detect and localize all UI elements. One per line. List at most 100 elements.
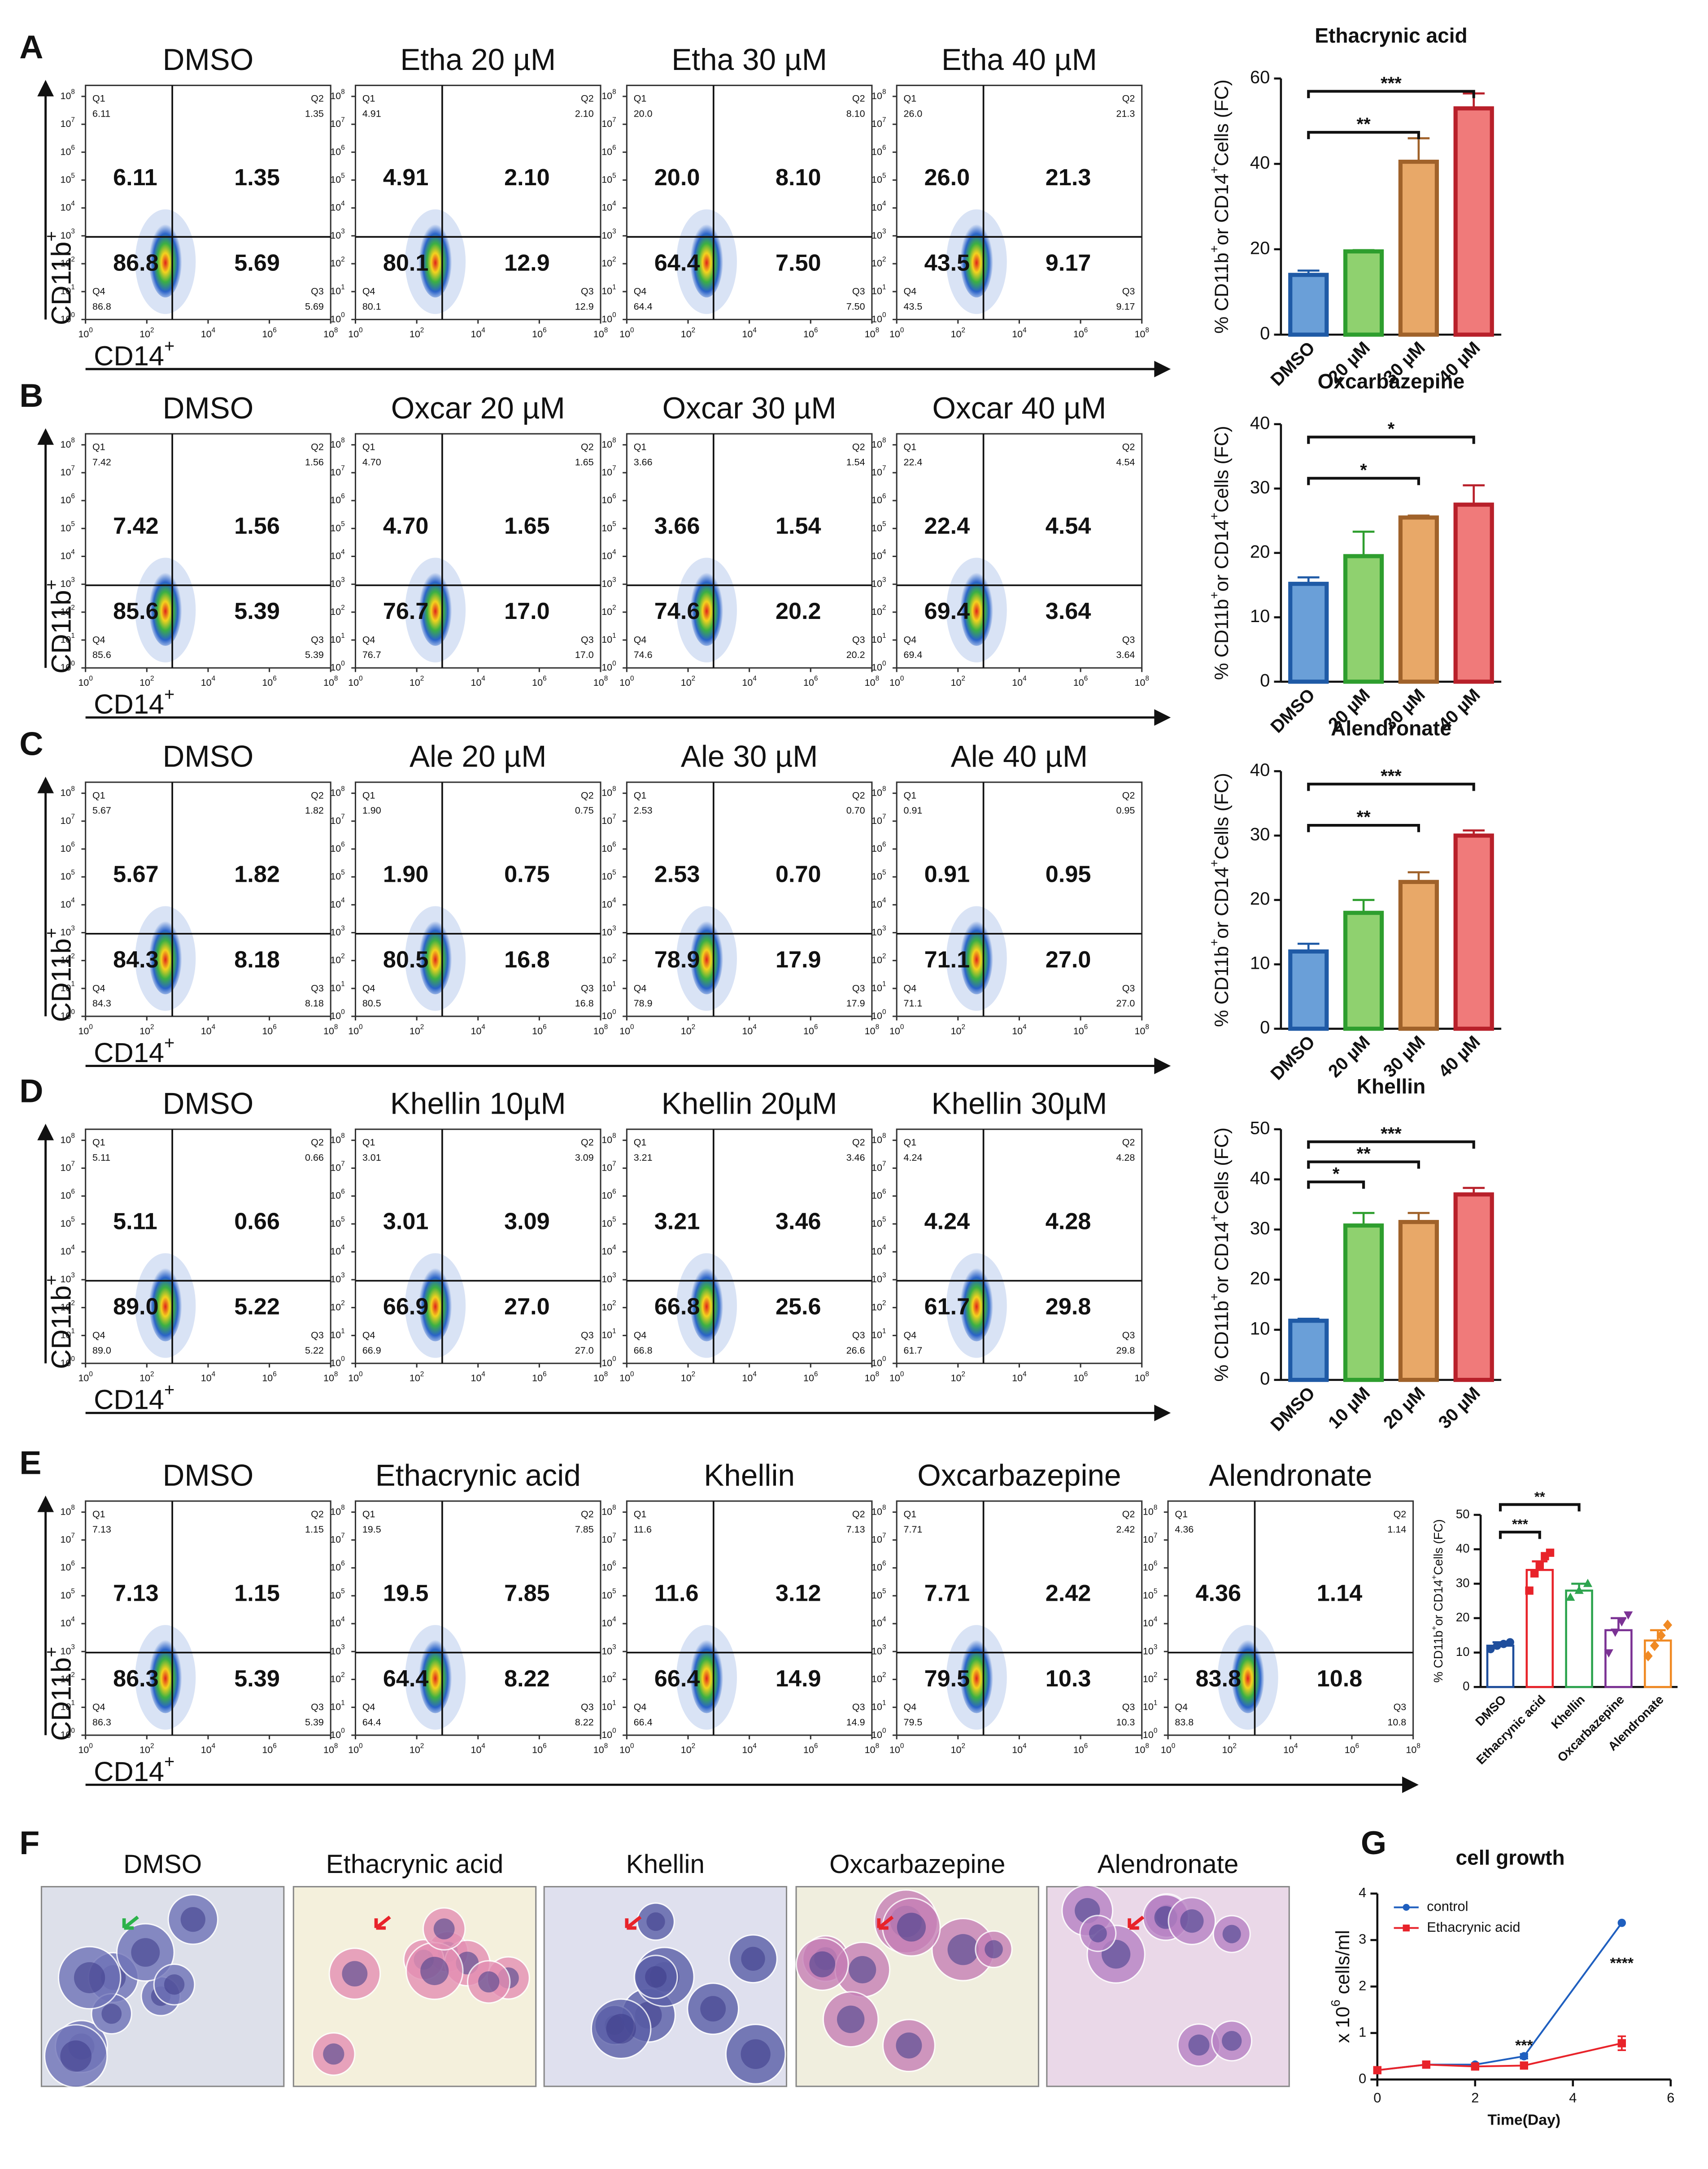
tick-exponent: 1: [882, 980, 886, 988]
quadrant-name: Q3: [1394, 1702, 1407, 1712]
text-part: Cells (FC): [1211, 79, 1233, 166]
quadrant-small-percent: 66.9: [362, 1345, 381, 1356]
tick-base: 10: [871, 314, 882, 324]
tick-base: 10: [601, 899, 612, 910]
x-tick-label: 100: [619, 1370, 634, 1383]
plot-title: Ale 40 µM: [951, 740, 1088, 774]
flow-plot: Oxcar 20 µM 4.70 Q1 4.70 1.65 Q2 1.65 17.0 Q3 17.…: [330, 392, 608, 688]
tick-base: 10: [1073, 1744, 1084, 1755]
x-axis-label: Time(Day): [1487, 2111, 1560, 2128]
quadrant-percent: 7.13: [113, 1580, 159, 1606]
y-tick-label: 101: [601, 980, 616, 993]
quadrant-small-percent: 76.7: [362, 649, 381, 660]
y-tick-label: 104: [330, 1616, 345, 1629]
quadrant-small-percent: 20.2: [846, 649, 865, 660]
quadrant-small-percent: 9.17: [1116, 301, 1135, 312]
x-tick-label: 100: [78, 1024, 92, 1037]
tick-base: 10: [1143, 1701, 1154, 1712]
tick-exponent: 5: [341, 869, 345, 876]
quadrant-name: Q3: [1122, 1330, 1135, 1341]
y-tick-label: 106: [601, 841, 616, 854]
y-tick-label: 104: [330, 1244, 345, 1257]
tick-exponent: 0: [882, 311, 886, 319]
tick-base: 10: [619, 677, 630, 688]
tick-base: 10: [681, 329, 692, 340]
tick-base: 10: [1406, 1744, 1416, 1755]
tick-exponent: 4: [481, 1024, 485, 1031]
text-part: +: [42, 1647, 61, 1657]
nucleus: [741, 2039, 771, 2069]
tick-exponent: 6: [273, 1370, 277, 1378]
tick-exponent: 2: [420, 675, 424, 683]
x-tick-label: 106: [1073, 675, 1088, 688]
quadrant-percent: 9.17: [1046, 250, 1091, 276]
flow-plot: Etha 40 µM 26.0 Q1 26.0 21.3 Q2 21.3 9.17 Q3 9.17…: [871, 43, 1149, 340]
y-tick-label: 0: [1260, 324, 1270, 344]
tick-exponent: 3: [612, 1643, 616, 1651]
tick-base: 10: [871, 202, 882, 213]
y-tick-label: 103: [601, 1643, 616, 1656]
quadrant-small-percent: 79.5: [904, 1717, 923, 1728]
text-part: +: [164, 1752, 174, 1772]
x-tick-label: 104: [1012, 1370, 1027, 1383]
tick-base: 10: [601, 146, 612, 157]
quadrant-name: Q1: [92, 442, 105, 453]
tick-base: 10: [871, 174, 882, 185]
chart-title: Oxcarbazepine: [1318, 370, 1465, 393]
quadrant-name: Q3: [1122, 983, 1135, 993]
tick-base: 10: [1073, 1372, 1084, 1383]
y-tick-label: 103: [61, 576, 75, 589]
x-tick-label: 108: [865, 675, 879, 688]
x-tick-label: 100: [889, 327, 904, 340]
chart-title: Ethacrynic acid: [1315, 24, 1467, 47]
tick-exponent: 8: [604, 1024, 608, 1031]
tick-base: 10: [871, 550, 882, 561]
data-point: [1422, 2060, 1430, 2069]
tick-exponent: 3: [71, 228, 75, 235]
quadrant-percent: 61.7: [924, 1294, 970, 1320]
tick-base: 10: [348, 1025, 359, 1036]
quadrant-small-percent: 3.66: [634, 457, 653, 467]
tick-exponent: 2: [420, 1370, 424, 1378]
tick-exponent: 6: [71, 841, 75, 849]
y-tick-label: 101: [871, 632, 886, 645]
y-tick-label: 101: [871, 283, 886, 296]
tick-exponent: 4: [882, 1616, 886, 1623]
density-core: [418, 220, 452, 298]
text-part: % CD11b: [1431, 1630, 1445, 1682]
y-tick-label: 107: [601, 465, 616, 478]
tick-exponent: 1: [882, 632, 886, 640]
quadrant-name: Q3: [311, 634, 324, 645]
y-tick-label: 40: [1456, 1542, 1470, 1555]
nucleus: [700, 1996, 726, 2022]
quadrant-percent: 69.4: [924, 598, 970, 624]
tick-exponent: 2: [420, 1742, 424, 1750]
tick-exponent: 2: [612, 256, 616, 263]
tick-base: 10: [201, 1372, 212, 1383]
x-tick-label: 106: [803, 327, 818, 340]
quadrant-percent: 17.0: [504, 598, 550, 624]
bar: [1343, 910, 1384, 1031]
y-tick-label: 103: [61, 924, 75, 937]
tick-base: 10: [601, 1534, 612, 1545]
quadrant-name: Q1: [904, 1137, 917, 1148]
quadrant-small-percent: 26.6: [846, 1345, 865, 1356]
quadrant-small-percent: 8.18: [305, 998, 324, 1009]
tick-exponent: 0: [341, 660, 345, 667]
tick-base: 10: [1135, 1744, 1146, 1755]
quadrant-small-percent: 3.01: [362, 1152, 381, 1163]
tick-base: 10: [871, 258, 882, 269]
tick-exponent: 3: [612, 924, 616, 932]
y-tick-label: 101: [601, 283, 616, 296]
text-part: CD14: [94, 689, 164, 720]
x-tick-label: 102: [681, 327, 695, 340]
tick-base: 10: [323, 329, 334, 340]
nucleus: [60, 2040, 92, 2072]
tick-base: 10: [865, 1372, 876, 1383]
tick-exponent: 2: [692, 1024, 696, 1031]
flow-plot: Ale 30 µM 2.53 Q1 2.53 0.70 Q2 0.70 17.9 Q3 17.9 7…: [601, 740, 879, 1037]
x-tick-label: 104: [471, 675, 486, 688]
tick-exponent: 6: [71, 1188, 75, 1196]
significance-label: ***: [1512, 1516, 1528, 1532]
y-tick-label: 107: [61, 465, 75, 478]
